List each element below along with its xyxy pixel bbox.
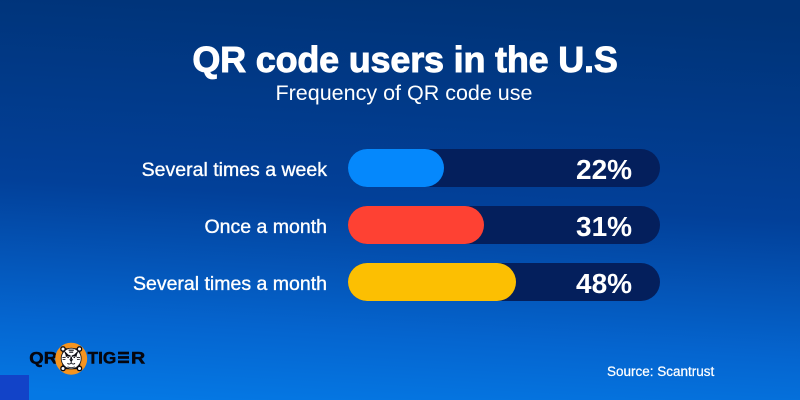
svg-text:QR: QR xyxy=(29,349,57,368)
svg-text:TIG: TIG xyxy=(88,349,117,368)
svg-text:R: R xyxy=(131,349,145,368)
